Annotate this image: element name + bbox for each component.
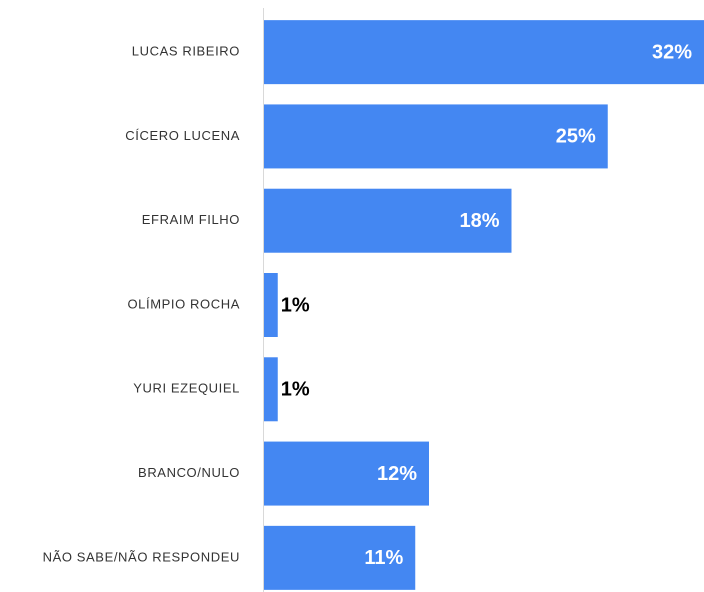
bar xyxy=(264,20,704,85)
bar xyxy=(264,273,278,337)
bar xyxy=(264,188,512,253)
category-label: BRANCO/NULO xyxy=(138,465,240,480)
category-label: YURI EZEQUIEL xyxy=(133,381,240,396)
value-label: 18% xyxy=(459,210,499,232)
category-label: LUCAS RIBEIRO xyxy=(132,44,240,59)
bar xyxy=(264,357,278,422)
value-label: 12% xyxy=(377,463,417,485)
value-label: 1% xyxy=(281,294,310,316)
value-label: 32% xyxy=(652,41,692,63)
category-label: CÍCERO LUCENA xyxy=(125,128,240,143)
value-label: 11% xyxy=(364,547,403,569)
value-label: 25% xyxy=(556,126,596,148)
bar xyxy=(264,441,429,506)
category-label: OLÍMPIO ROCHA xyxy=(127,296,240,311)
category-label: EFRAIM FILHO xyxy=(142,212,240,227)
bar xyxy=(264,104,608,169)
bar xyxy=(264,525,416,590)
category-label: NÃO SABE/NÃO RESPONDEU xyxy=(43,549,240,564)
value-label: 1% xyxy=(281,379,310,401)
